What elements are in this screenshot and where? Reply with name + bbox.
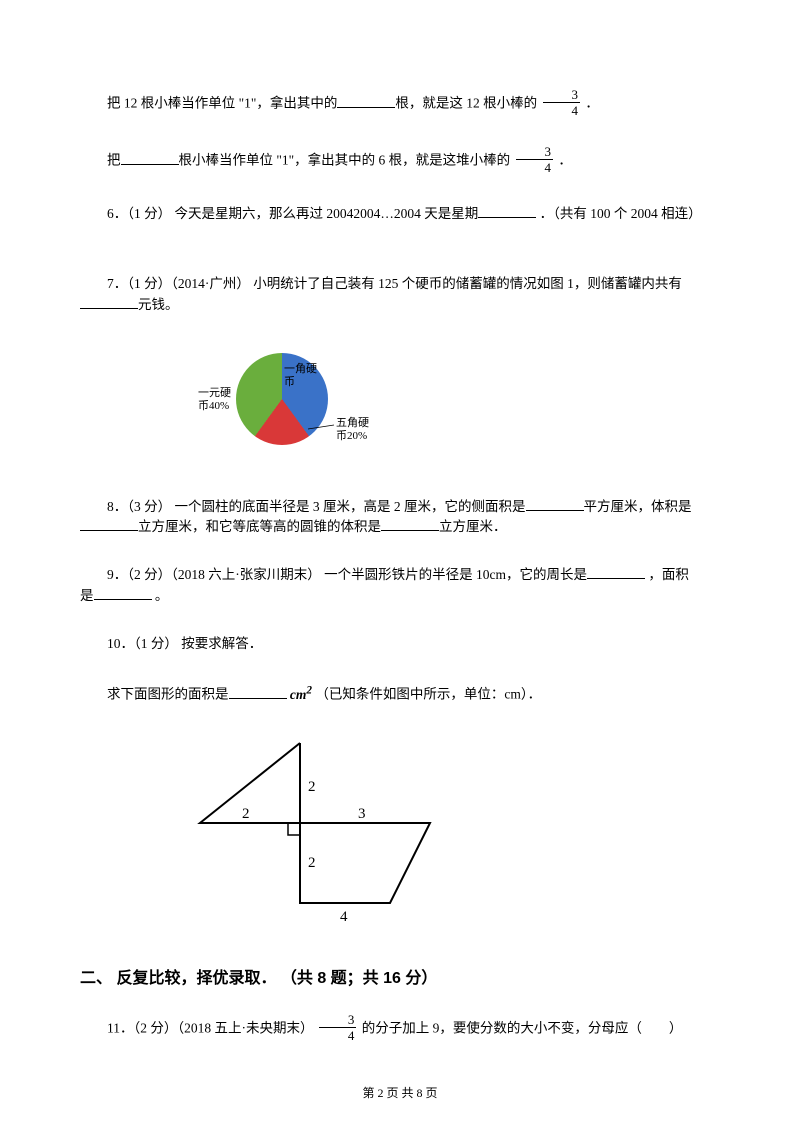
q10-head: 10．（1 分） 按要求解答． xyxy=(80,634,720,654)
q7: 7．（1 分）（2014·广州） 小明统计了自己装有 125 个硬币的储蓄罐的情… xyxy=(80,274,720,315)
geom-figure-svg: 2 2 3 2 4 xyxy=(180,733,480,933)
q11-b: 的分子加上 9，要使分数的大小不变，分母应（ ） xyxy=(358,1021,682,1036)
q10-a: 10．（1 分） 按要求解答． xyxy=(107,636,262,651)
q6-post: ．（共有 100 个 2004 相连） xyxy=(536,206,701,221)
blank xyxy=(587,566,645,580)
pie-chart: 一元硬币40% 一角硬币 五角硬币20% xyxy=(200,343,400,473)
blank xyxy=(80,518,138,532)
q5b-mid: 根小棒当作单位 "1"，拿出其中的 6 根，就是这堆小棒的 xyxy=(179,153,511,168)
q8-c: 立方厘米，和它等底等高的圆锥的体积是 xyxy=(138,519,381,534)
blank xyxy=(80,295,138,309)
q5a-pre: 把 12 根小棒当作单位 "1"，拿出其中的 xyxy=(107,96,337,111)
fraction-3-4: 34 xyxy=(543,88,581,117)
q9-a: 9．（2 分）（2018 六上·张家川期末） 一个半圆形铁片的半径是 10cm，… xyxy=(107,567,587,582)
q8-d: 立方厘米． xyxy=(439,519,507,534)
q10-body: 求下面图形的面积是 cm2 （已知条件如图中所示，单位：cm）． xyxy=(80,682,720,705)
page-body: 把 12 根小棒当作单位 "1"，拿出其中的根，就是这 12 根小棒的 34 ．… xyxy=(0,0,800,1044)
q9-d: 。 xyxy=(152,588,169,603)
blank xyxy=(337,94,395,108)
lbl-2a: 2 xyxy=(308,779,316,795)
q11-a: 11．（2 分）（2018 五上·未央期末） xyxy=(107,1021,314,1036)
lbl-2c: 2 xyxy=(308,855,316,871)
lbl-3: 3 xyxy=(358,806,366,822)
q5a-post-b: ． xyxy=(582,96,599,111)
section-2-heading: 二、 反复比较，择优录取． （共 8 题；共 16 分） xyxy=(80,967,720,991)
blank xyxy=(121,151,179,165)
q9: 9．（2 分）（2018 六上·张家川期末） 一个半圆形铁片的半径是 10cm，… xyxy=(80,565,720,606)
lbl-2b: 2 xyxy=(242,806,250,822)
q8: 8．（3 分） 一个圆柱的底面半径是 3 厘米，高是 2 厘米，它的侧面积是 平方… xyxy=(80,497,720,538)
blank xyxy=(381,518,439,532)
q5b-post: ． xyxy=(555,153,572,168)
q10-d: （已知条件如图中所示，单位：cm）． xyxy=(315,687,541,702)
q5a: 把 12 根小棒当作单位 "1"，拿出其中的 根，就是这 12 根小棒的 34 ． xyxy=(80,90,720,119)
q5b: 把 根小棒当作单位 "1"，拿出其中的 6 根，就是这堆小棒的 34 ． xyxy=(80,147,720,176)
q9-b: ，面积 xyxy=(645,567,689,582)
q6: 6．（1 分） 今天是星期六，那么再过 20042004…2004 天是星期 ．… xyxy=(80,204,720,224)
pie-leader-line xyxy=(200,343,400,473)
q10-figure: 2 2 3 2 4 xyxy=(180,733,720,939)
q10-b: 求下面图形的面积是 xyxy=(107,687,229,702)
cm2-unit: cm2 xyxy=(290,687,312,702)
page-footer: 第 2 页 共 8 页 xyxy=(0,1084,800,1102)
fraction-3-4: 34 xyxy=(319,1013,357,1042)
q8-a: 8．（3 分） 一个圆柱的底面半径是 3 厘米，高是 2 厘米，它的侧面积是 xyxy=(107,499,526,514)
blank xyxy=(478,205,536,219)
q7-a: 7．（1 分）（2014·广州） 小明统计了自己装有 125 个硬币的储蓄罐的情… xyxy=(107,276,682,291)
q7-b: 元钱。 xyxy=(138,297,179,312)
q5b-pre: 把 xyxy=(107,153,121,168)
fraction-3-4: 34 xyxy=(516,145,554,174)
blank xyxy=(526,497,584,511)
q6-text: 6．（1 分） 今天是星期六，那么再过 20042004…2004 天是星期 xyxy=(107,206,478,221)
lbl-4: 4 xyxy=(340,909,348,925)
q5a-post-a: 根，就是这 12 根小棒的 xyxy=(395,96,537,111)
blank xyxy=(94,586,152,600)
blank xyxy=(229,685,287,699)
q11: 11．（2 分）（2018 五上·未央期末） 34 的分子加上 9，要使分数的大… xyxy=(80,1015,720,1044)
q8-b: 平方厘米，体积是 xyxy=(584,499,692,514)
q9-c: 是 xyxy=(80,588,94,603)
